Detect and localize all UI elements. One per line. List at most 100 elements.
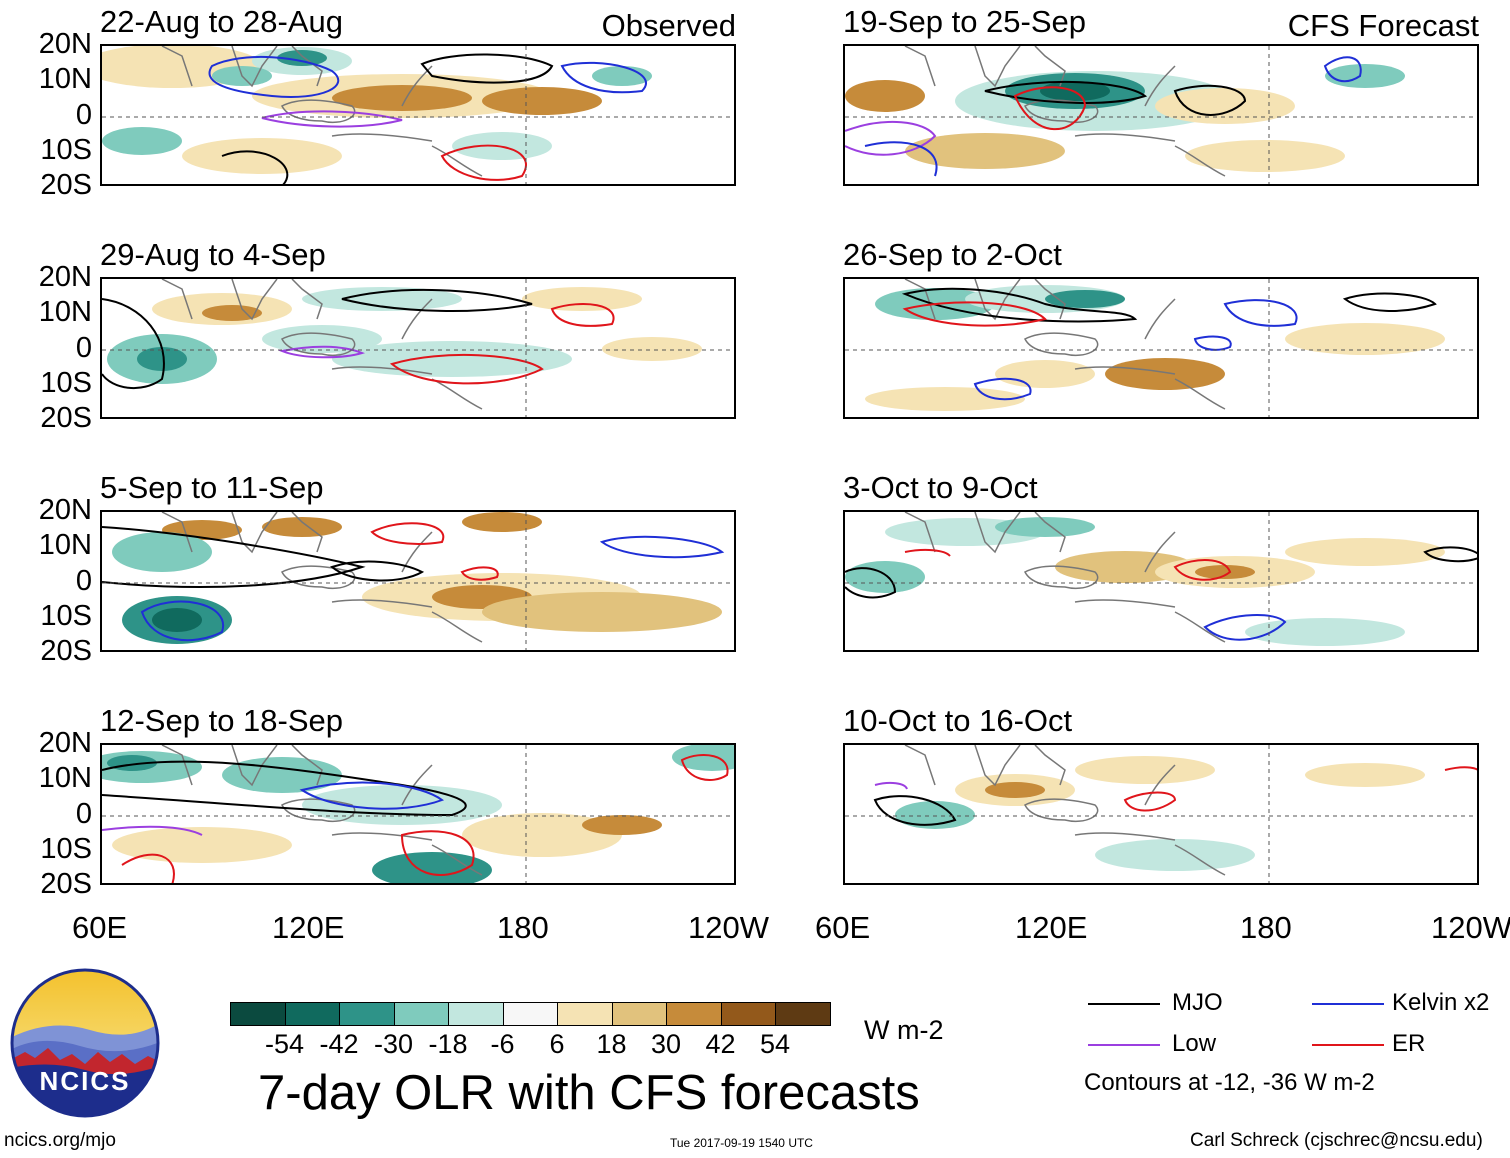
legend-line-mjo xyxy=(1088,1003,1160,1005)
legend-label-low: Low xyxy=(1172,1030,1217,1057)
olr-anomaly-shade xyxy=(1105,358,1225,390)
olr-anomaly-shade xyxy=(895,801,975,829)
colorbar-tick-label: 30 xyxy=(650,1029,682,1059)
map-graphic xyxy=(845,279,1477,417)
olr-anomaly-shade xyxy=(262,517,342,537)
ncics-logo-graphic xyxy=(10,968,160,1118)
panel-title: 5-Sep to 11-Sep xyxy=(100,470,324,505)
coastline xyxy=(904,279,1226,410)
colorbar-swatch xyxy=(666,1002,722,1026)
legend-line-kelvin xyxy=(1312,1003,1384,1005)
olr-anomaly-shade xyxy=(462,813,622,857)
wave-contour xyxy=(102,298,165,390)
colorbar-swatch xyxy=(284,1002,340,1026)
wave-contour xyxy=(460,566,499,581)
panel-title: 12-Sep to 18-Sep xyxy=(100,703,344,738)
legend-label-kelvin: Kelvin x2 xyxy=(1392,989,1490,1016)
lon-label-120e-left: 120E xyxy=(272,910,345,945)
wave-contour xyxy=(1342,292,1437,312)
olr-map-panel xyxy=(843,44,1479,186)
olr-anomaly-shade xyxy=(1045,290,1125,308)
lon-label-120e-right: 120E xyxy=(1015,910,1088,945)
wave-contour xyxy=(299,781,445,810)
panel-corner-label: CFS Forecast xyxy=(1287,8,1479,43)
olr-anomaly-shade xyxy=(592,66,652,86)
footer-credit: Carl Schreck (cjschrec@ncsu.edu) xyxy=(1190,1130,1483,1151)
wave-contour xyxy=(550,303,615,327)
olr-anomaly-shade xyxy=(332,85,472,111)
olr-anomaly-shade xyxy=(102,127,182,155)
panel-title: 29-Aug to 4-Sep xyxy=(100,237,326,272)
wave-contour xyxy=(680,754,729,781)
coastline xyxy=(161,279,483,410)
olr-map-panel xyxy=(100,277,736,419)
lon-label-120w-right: 120W xyxy=(1431,910,1510,945)
map-graphic xyxy=(845,46,1477,184)
legend-note: Contours at -12, -36 W m-2 xyxy=(1084,1069,1375,1096)
olr-map-panel xyxy=(100,743,736,885)
map-graphic xyxy=(102,512,734,650)
wave-contour xyxy=(845,567,897,599)
wave-contour xyxy=(599,535,725,559)
panel-title: 26-Sep to 2-Oct xyxy=(843,237,1062,272)
lat-label: 20S xyxy=(40,635,92,667)
wave-contour xyxy=(1423,546,1477,563)
wave-contour xyxy=(389,353,544,385)
ncics-logo: NCICS xyxy=(10,968,160,1118)
wave-contour xyxy=(1223,299,1298,327)
colorbar-swatch xyxy=(230,1002,286,1026)
colorbar-swatch xyxy=(502,1002,558,1026)
lat-label: 10N xyxy=(38,529,92,561)
map-graphic xyxy=(845,512,1477,650)
coastline xyxy=(161,745,483,876)
wave-contour xyxy=(102,825,203,836)
wave-contour xyxy=(873,795,957,826)
logo-text: NCICS xyxy=(39,1066,131,1096)
olr-anomaly-shade xyxy=(1245,618,1405,646)
wave-contour xyxy=(140,600,225,642)
olr-anomaly-shade xyxy=(1095,839,1255,871)
footer-url[interactable]: ncics.org/mjo xyxy=(4,1130,116,1151)
chart-title: 7-day OLR with CFS forecasts xyxy=(258,1066,920,1120)
lat-label: 10S xyxy=(40,833,92,865)
lat-label: 0 xyxy=(75,99,92,131)
lat-label: 20S xyxy=(40,402,92,434)
olr-anomaly-shade xyxy=(582,815,662,835)
colorbar-swatch xyxy=(557,1002,613,1026)
lat-label: 10S xyxy=(40,367,92,399)
wave-contour xyxy=(440,144,527,181)
wave-contour xyxy=(984,80,1148,104)
olr-map-panel xyxy=(100,44,736,186)
olr-anomaly-shade xyxy=(482,592,722,632)
lat-label: 10S xyxy=(40,600,92,632)
wave-contour xyxy=(1323,56,1362,83)
colorbar-tick-label: 6 xyxy=(549,1029,565,1059)
lat-label: 20S xyxy=(40,868,92,900)
wave-contour xyxy=(1173,84,1247,116)
olr-anomaly-shade xyxy=(112,532,212,572)
wave-contour xyxy=(102,526,366,588)
coastline xyxy=(904,46,1226,177)
olr-anomaly-shade xyxy=(985,782,1045,798)
olr-anomaly-shade xyxy=(845,561,925,593)
olr-map-panel xyxy=(843,277,1479,419)
wave-contour xyxy=(208,55,340,98)
olr-map-panel xyxy=(100,510,736,652)
olr-map-panel xyxy=(843,510,1479,652)
olr-anomaly-shade xyxy=(482,87,602,115)
colorbar-swatch xyxy=(339,1002,395,1026)
wave-contour xyxy=(904,548,951,557)
olr-anomaly-shade xyxy=(845,80,925,112)
panel-title: 22-Aug to 28-Aug xyxy=(100,4,344,39)
olr-anomaly-shade xyxy=(137,347,187,371)
wave-contour xyxy=(973,377,1032,401)
olr-anomaly-shade xyxy=(1195,565,1255,579)
olr-anomaly-shade xyxy=(202,305,262,321)
olr-anomaly-shade xyxy=(1185,140,1345,172)
lat-label: 20N xyxy=(38,727,92,759)
wave-contour xyxy=(1193,335,1232,351)
colorbar-swatch xyxy=(393,1002,449,1026)
map-graphic xyxy=(845,745,1477,883)
olr-anomaly-shade xyxy=(262,325,382,353)
lat-label: 20N xyxy=(38,494,92,526)
